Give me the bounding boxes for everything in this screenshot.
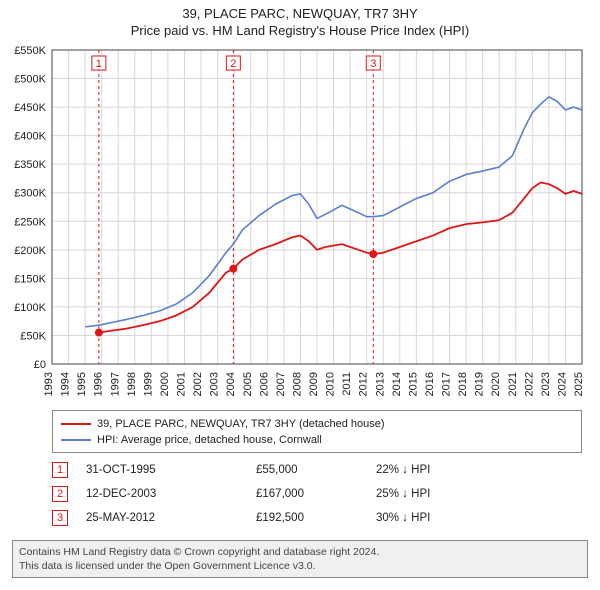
svg-text:2020: 2020 — [490, 372, 502, 396]
svg-text:2011: 2011 — [341, 372, 353, 396]
svg-text:3: 3 — [370, 58, 376, 70]
svg-text:1994: 1994 — [60, 372, 72, 396]
svg-text:2002: 2002 — [192, 372, 204, 396]
legend: 39, PLACE PARC, NEWQUAY, TR7 3HY (detach… — [52, 410, 582, 453]
legend-label: HPI: Average price, detached house, Corn… — [97, 432, 322, 448]
svg-text:£50K: £50K — [20, 330, 46, 342]
svg-text:2004: 2004 — [225, 372, 237, 396]
legend-swatch — [61, 423, 91, 425]
svg-text:£450K: £450K — [14, 102, 46, 114]
svg-text:2009: 2009 — [308, 372, 320, 396]
sale-marker-icon: 2 — [52, 486, 68, 502]
svg-text:£350K: £350K — [14, 159, 46, 171]
sale-price: £167,000 — [256, 488, 376, 500]
title-address: 39, PLACE PARC, NEWQUAY, TR7 3HY — [0, 0, 600, 21]
sales-row: 2 12-DEC-2003 £167,000 25% ↓ HPI — [52, 482, 582, 506]
svg-text:£550K: £550K — [14, 45, 46, 57]
svg-text:2008: 2008 — [291, 372, 303, 396]
svg-text:2021: 2021 — [507, 372, 519, 396]
svg-text:£500K: £500K — [14, 74, 46, 86]
svg-text:£150K: £150K — [14, 273, 46, 285]
svg-text:2005: 2005 — [242, 372, 254, 396]
sale-date: 25-MAY-2012 — [86, 512, 256, 524]
svg-text:2013: 2013 — [374, 372, 386, 396]
legend-swatch — [61, 439, 91, 441]
svg-text:£200K: £200K — [14, 245, 46, 257]
svg-text:£400K: £400K — [14, 131, 46, 143]
svg-text:2003: 2003 — [209, 372, 221, 396]
svg-text:1999: 1999 — [142, 372, 154, 396]
svg-text:2012: 2012 — [358, 372, 370, 396]
svg-text:2000: 2000 — [159, 372, 171, 396]
svg-text:2001: 2001 — [176, 372, 188, 396]
svg-text:2016: 2016 — [424, 372, 436, 396]
svg-text:2019: 2019 — [474, 372, 486, 396]
svg-text:£250K: £250K — [14, 216, 46, 228]
sale-delta: 25% ↓ HPI — [376, 488, 496, 500]
svg-text:2023: 2023 — [540, 372, 552, 396]
svg-text:£100K: £100K — [14, 302, 46, 314]
svg-text:1996: 1996 — [93, 372, 105, 396]
sales-row: 3 25-MAY-2012 £192,500 30% ↓ HPI — [52, 506, 582, 530]
svg-text:1: 1 — [96, 58, 102, 70]
footer-line: This data is licensed under the Open Gov… — [19, 559, 581, 573]
svg-text:2010: 2010 — [325, 372, 337, 396]
svg-text:2024: 2024 — [556, 372, 568, 396]
chart-svg: £0£50K£100K£150K£200K£250K£300K£350K£400… — [52, 46, 582, 396]
sale-delta: 30% ↓ HPI — [376, 512, 496, 524]
svg-text:2022: 2022 — [523, 372, 535, 396]
sale-delta: 22% ↓ HPI — [376, 464, 496, 476]
chart: £0£50K£100K£150K£200K£250K£300K£350K£400… — [52, 46, 582, 396]
svg-text:2006: 2006 — [258, 372, 270, 396]
sale-date: 12-DEC-2003 — [86, 488, 256, 500]
svg-text:1998: 1998 — [126, 372, 138, 396]
svg-text:2018: 2018 — [457, 372, 469, 396]
svg-text:1993: 1993 — [43, 372, 55, 396]
svg-text:2015: 2015 — [407, 372, 419, 396]
legend-row: HPI: Average price, detached house, Corn… — [61, 432, 573, 448]
svg-text:£0: £0 — [34, 359, 46, 371]
legend-label: 39, PLACE PARC, NEWQUAY, TR7 3HY (detach… — [97, 416, 385, 432]
sale-date: 31-OCT-1995 — [86, 464, 256, 476]
svg-text:2007: 2007 — [275, 372, 287, 396]
svg-text:£300K: £300K — [14, 188, 46, 200]
svg-text:2014: 2014 — [391, 372, 403, 396]
sales-row: 1 31-OCT-1995 £55,000 22% ↓ HPI — [52, 458, 582, 482]
page-root: 39, PLACE PARC, NEWQUAY, TR7 3HY Price p… — [0, 0, 600, 590]
svg-text:2025: 2025 — [573, 372, 585, 396]
sales-table: 1 31-OCT-1995 £55,000 22% ↓ HPI 2 12-DEC… — [52, 458, 582, 530]
svg-text:1997: 1997 — [109, 372, 121, 396]
sale-price: £55,000 — [256, 464, 376, 476]
svg-text:1995: 1995 — [76, 372, 88, 396]
legend-row: 39, PLACE PARC, NEWQUAY, TR7 3HY (detach… — [61, 416, 573, 432]
sale-marker-icon: 3 — [52, 510, 68, 526]
svg-text:2: 2 — [230, 58, 236, 70]
sale-price: £192,500 — [256, 512, 376, 524]
footer-line: Contains HM Land Registry data © Crown c… — [19, 545, 581, 559]
sale-marker-icon: 1 — [52, 462, 68, 478]
footer-attribution: Contains HM Land Registry data © Crown c… — [12, 540, 588, 578]
title-subtitle: Price paid vs. HM Land Registry's House … — [0, 21, 600, 38]
svg-text:2017: 2017 — [441, 372, 453, 396]
